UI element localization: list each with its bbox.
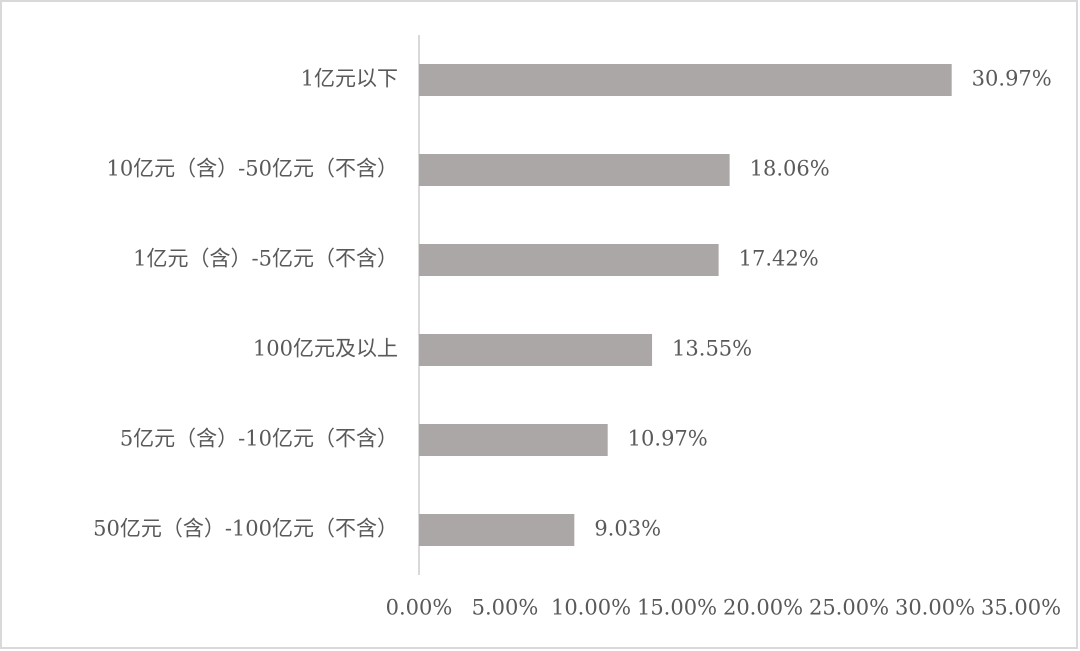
value-label: 13.55% [672, 337, 752, 361]
y-tick-label: 1亿元以下 [301, 67, 398, 91]
x-tick-label: 10.00% [551, 596, 631, 620]
x-tick-label: 20.00% [723, 596, 803, 620]
bar [419, 514, 575, 546]
bar [419, 64, 952, 96]
bar [419, 154, 730, 186]
y-tick-label: 50亿元（含）-100亿元（不含） [93, 517, 398, 541]
y-tick-label: 10亿元（含）-50亿元（不含） [106, 157, 398, 181]
x-tick-label: 0.00% [386, 596, 453, 620]
x-tick-label: 35.00% [981, 596, 1061, 620]
bar [419, 244, 719, 276]
y-tick-label: 1亿元（含）-5亿元（不含） [133, 247, 398, 271]
y-tick-label: 100亿元及以上 [253, 337, 398, 361]
x-tick-label: 15.00% [637, 596, 717, 620]
value-label: 18.06% [750, 157, 830, 181]
x-tick-label: 30.00% [895, 596, 975, 620]
y-tick-label: 5亿元（含）-10亿元（不含） [120, 427, 398, 451]
value-label: 17.42% [739, 247, 819, 271]
x-tick-label: 5.00% [472, 596, 539, 620]
bar [419, 424, 608, 456]
bar [419, 334, 653, 366]
x-tick-label: 25.00% [809, 596, 889, 620]
value-label: 30.97% [972, 67, 1052, 91]
value-label: 10.97% [628, 427, 708, 451]
value-label: 9.03% [594, 517, 661, 541]
